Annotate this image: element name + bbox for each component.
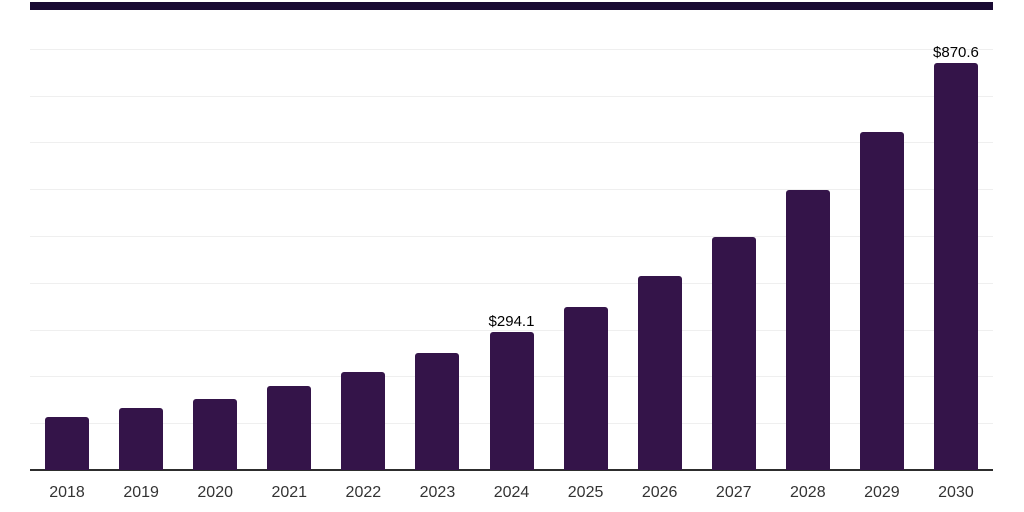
x-tick-label-2026: 2026 — [641, 484, 678, 501]
bar-2023 — [415, 353, 460, 470]
gridline-y-400 — [30, 282, 993, 284]
x-tick-label-2029: 2029 — [864, 484, 900, 501]
x-tick-label-2022: 2022 — [345, 484, 382, 501]
bar-2026 — [637, 275, 682, 470]
x-tick-label-2024: 2024 — [493, 484, 530, 501]
x-tick-label-2027: 2027 — [715, 484, 752, 501]
bar-2029 — [859, 132, 904, 470]
value-label-2030: $870.6 — [933, 43, 979, 61]
x-tick-label-2025: 2025 — [567, 484, 604, 501]
bar-2021 — [267, 385, 312, 470]
x-tick-label-2030: 2030 — [938, 484, 974, 501]
gridline-y-600 — [30, 189, 993, 191]
gridline-y-700 — [30, 142, 993, 144]
bar-2027 — [711, 237, 756, 470]
gridline-y-900 — [30, 48, 993, 50]
value-label-2024: $294.1 — [488, 313, 535, 331]
x-tick-label-2028: 2028 — [790, 484, 826, 501]
bar-2020 — [193, 399, 238, 470]
x-tick-label-2023: 2023 — [419, 484, 456, 501]
x-tick-label-2018: 2018 — [49, 484, 85, 501]
gridline-y-800 — [30, 95, 993, 97]
x-tick-label-2019: 2019 — [123, 484, 159, 501]
x-tick-label-2021: 2021 — [271, 484, 308, 501]
bar-2022 — [341, 371, 386, 470]
x-axis-line — [30, 469, 993, 471]
x-tick-label-2020: 2020 — [197, 484, 233, 501]
plot-top-rule — [30, 2, 993, 10]
bar-2030 — [933, 62, 978, 470]
bar-2019 — [119, 407, 164, 470]
gridline-y-500 — [30, 236, 993, 237]
bar-2028 — [785, 190, 830, 470]
bar-2025 — [563, 307, 608, 470]
bar-2018 — [45, 417, 90, 470]
bar-2024 — [489, 332, 534, 470]
